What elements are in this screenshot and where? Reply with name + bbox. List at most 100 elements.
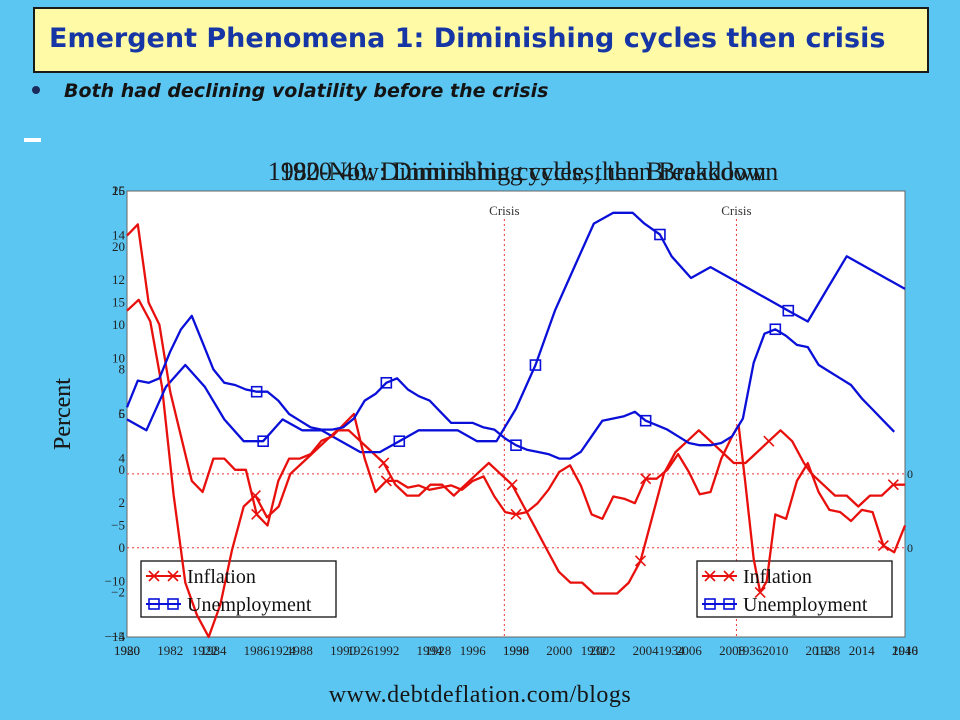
bullet-text: Both had declining volatility before the…: [64, 80, 549, 102]
chart2-x-tick-label: 2004: [633, 643, 660, 658]
chart2-x-tick-label: 2006: [676, 643, 703, 658]
chart1-y-tick-label: −10: [105, 573, 125, 588]
chart1-legend-inflation-icon: [148, 570, 160, 582]
chart2-inflation-marker: [510, 508, 522, 520]
chart1-y-tick-label: 10: [112, 350, 125, 365]
chart2-y-tick-label: 10: [112, 317, 125, 332]
chart2-x-tick-label: 1998: [503, 643, 529, 658]
chart1-legend-box: [140, 560, 337, 618]
chart1-x-tick-label: 1934: [659, 643, 686, 658]
chart1-crisis-label: Crisis: [489, 203, 519, 218]
dash-mark: [24, 138, 41, 142]
chart1-x-tick-label: 1926: [347, 643, 374, 658]
chart2-y-tick-label: 8: [119, 361, 126, 376]
chart2-x-tick-label: 2002: [589, 643, 615, 658]
chart1-y-tick-label: −5: [111, 518, 125, 533]
chart1-x-tick-label: 1940: [892, 643, 918, 658]
chart2-legend-unemployment-icon: [704, 598, 716, 610]
chart2-legend-unemployment-icon: [723, 598, 735, 610]
chart1-y-axis-label: Percent: [50, 378, 76, 450]
chart2-legend-label: Inflation: [743, 566, 812, 588]
chart1-y-tick-label: 15: [112, 295, 125, 310]
chart2-unemployment-marker: [769, 323, 782, 336]
chart2-x-tick-label: 1994: [417, 643, 444, 658]
chart2-inflation-marker: [251, 508, 263, 520]
chart1-x-tick-label: 1936: [736, 643, 763, 658]
chart2-inflation-marker: [380, 475, 392, 487]
bullet-dot-icon: [32, 85, 40, 94]
chart2-crisis-label: Crisis: [721, 203, 751, 218]
chart-marks: [125, 211, 907, 639]
chart1-x-tick-label: 1930: [503, 643, 529, 658]
chart1-x-tick-label: 1928: [425, 643, 451, 658]
chart-frame: [126, 190, 906, 638]
title-box: Emergent Phenomena 1: Diminishing cycles…: [33, 7, 929, 73]
chart2-y-tick-label: 2: [119, 495, 126, 510]
chart1-y-tick-label: 0: [119, 462, 126, 477]
chart2-inflation-marker: [754, 586, 766, 598]
chart1-inflation-marker: [506, 479, 518, 491]
slide-title: Emergent Phenomena 1: Diminishing cycles…: [49, 23, 886, 54]
chart1-inflation-marker: [763, 435, 775, 447]
bullet-item: Both had declining volatility before the…: [32, 80, 548, 102]
chart2-x-tick-label: 1980: [114, 643, 140, 658]
chart1-legend-unemployment-icon: [167, 598, 179, 610]
chart2-y-tick-label: 4: [119, 451, 126, 466]
chart1-x-tick-label: 1932: [581, 643, 607, 658]
chart1-series-unemployment-line: [126, 211, 906, 454]
chart2-x-tick-label: 1984: [200, 643, 227, 658]
chart2-legend-inflation-icon: [723, 570, 735, 582]
chart1-unemployment-marker: [782, 304, 795, 317]
chart2-x-tick-label: 1990: [330, 643, 356, 658]
chart2-legend-inflation-icon: [704, 570, 716, 582]
chart2-x-tick-label: 2008: [719, 643, 745, 658]
chart1-y-tick-label: 20: [112, 239, 125, 254]
chart2-legend-box: [696, 560, 893, 618]
chart2-inflation-marker: [640, 473, 652, 485]
footer-url: www.debtdeflation.com/blogs: [328, 682, 632, 708]
chart1-x-tick-label: 1924: [270, 643, 297, 658]
chart2-unemployment-marker: [639, 414, 652, 427]
chart2-x-tick-label: 1986: [244, 643, 271, 658]
chart2-unemployment-marker: [510, 439, 522, 452]
chart2-x-tick-label: 2010: [762, 643, 788, 658]
chart1-inflation-marker: [634, 555, 647, 567]
chart1-unemployment-marker: [654, 228, 666, 241]
chart2-zero-right-label: 0: [907, 541, 913, 555]
chart1-x-tick-label: 1922: [192, 643, 218, 658]
chart1-x-tick-label: 1920: [114, 643, 140, 658]
chart2-x-tick-label: 1996: [460, 643, 487, 658]
chart2-x-tick-label: 2000: [546, 643, 572, 658]
chart2-y-tick-label: 0: [119, 540, 126, 555]
chart1-x-tick-label: 1938: [814, 643, 840, 658]
chart2-x-tick-label: 2012: [806, 643, 832, 658]
chart2-x-tick-label: 1988: [287, 643, 313, 658]
chart1-unemployment-marker: [529, 359, 542, 371]
chart1-legend-label: Unemployment: [187, 594, 312, 616]
chart2-y-tick-label: 12: [112, 272, 125, 287]
chart1-zero-right-label: 0: [907, 467, 913, 481]
chart1-y-tick-label: 5: [119, 406, 126, 421]
chart2-title: 1980-Now: Diminishing cycles, then Break…: [268, 157, 779, 186]
chart1-title: 1920-40: Diminishing cycles, then Breakd…: [280, 157, 766, 186]
chart2-unemployment-marker: [250, 385, 263, 398]
chart2-x-tick-label: 2016: [892, 643, 919, 658]
chart1-y-tick-label: 25: [112, 183, 125, 198]
chart2-x-tick-label: 2014: [849, 643, 876, 658]
chart2-y-tick-label: 14: [112, 228, 126, 243]
chart1-series-inflation-line: [126, 298, 905, 639]
chart1-unemployment-marker: [257, 435, 269, 447]
chart2-legend-label: Unemployment: [743, 594, 868, 616]
chart2-x-tick-label: 1992: [373, 643, 399, 658]
chart2-y-tick-label: −2: [111, 584, 125, 599]
chart1-legend-label: Inflation: [187, 566, 256, 588]
chart2-y-tick-label: 6: [119, 406, 126, 421]
chart2-y-tick-label: −4: [111, 629, 125, 644]
chart2-y-axis-label: Percent: [50, 378, 76, 450]
chart2-unemployment-marker: [380, 376, 393, 389]
chart1-inflation-marker: [887, 479, 899, 491]
chart2-y-tick-label: 16: [112, 183, 126, 198]
chart1-y-tick-label: −15: [105, 629, 125, 644]
